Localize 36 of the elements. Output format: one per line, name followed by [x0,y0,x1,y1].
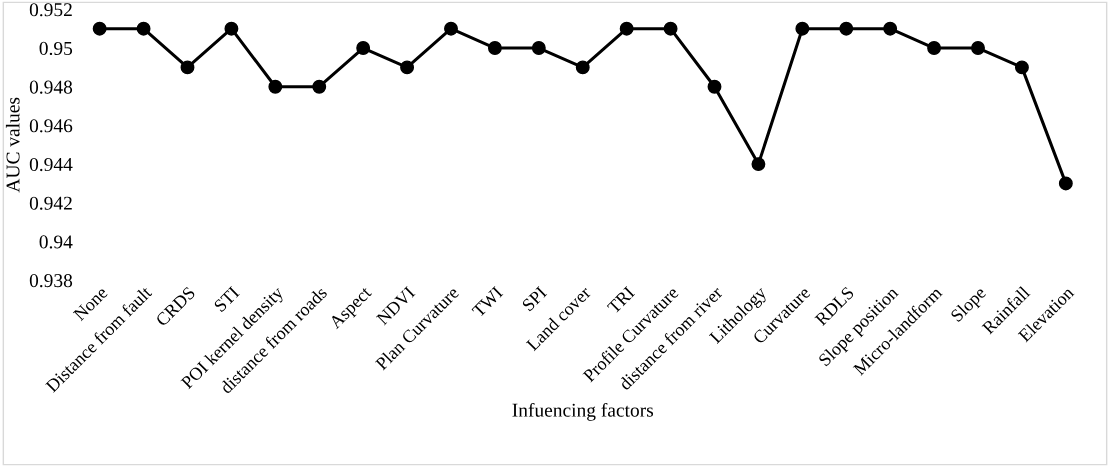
point [136,21,151,36]
point [180,60,195,75]
y-tick-label: 0.952 [29,3,72,17]
point [268,79,283,94]
point [927,41,942,55]
point [312,79,327,94]
y-tick-label: 0.948 [29,80,73,94]
point [575,60,590,75]
point [751,157,766,172]
y-tick-label: 0.946 [29,119,73,133]
point [707,79,722,94]
point [839,21,854,36]
x-tick-label: SPI [521,285,548,312]
point [224,21,239,36]
point [795,21,810,36]
x-axis-title: Infuencing factors [512,402,654,421]
point [400,60,415,75]
point [619,21,634,36]
x-tick-label: TWI [471,286,504,318]
point [1058,176,1073,191]
y-tick-label: 0.942 [29,196,72,210]
y-tick-label: 0.95 [39,41,73,56]
point [883,21,898,36]
point [531,41,546,55]
point [487,41,502,55]
point [92,21,107,36]
point [1014,60,1029,75]
x-tick-label: STI [213,285,240,313]
y-tick-label: 0.94 [39,235,73,249]
point [663,21,678,36]
y-tick-label: 0.944 [29,157,73,172]
point [971,41,985,55]
point [444,21,458,36]
y-tick-label: 0.938 [29,274,73,288]
y-axis-title: AUC values [5,97,20,193]
point [356,41,371,55]
